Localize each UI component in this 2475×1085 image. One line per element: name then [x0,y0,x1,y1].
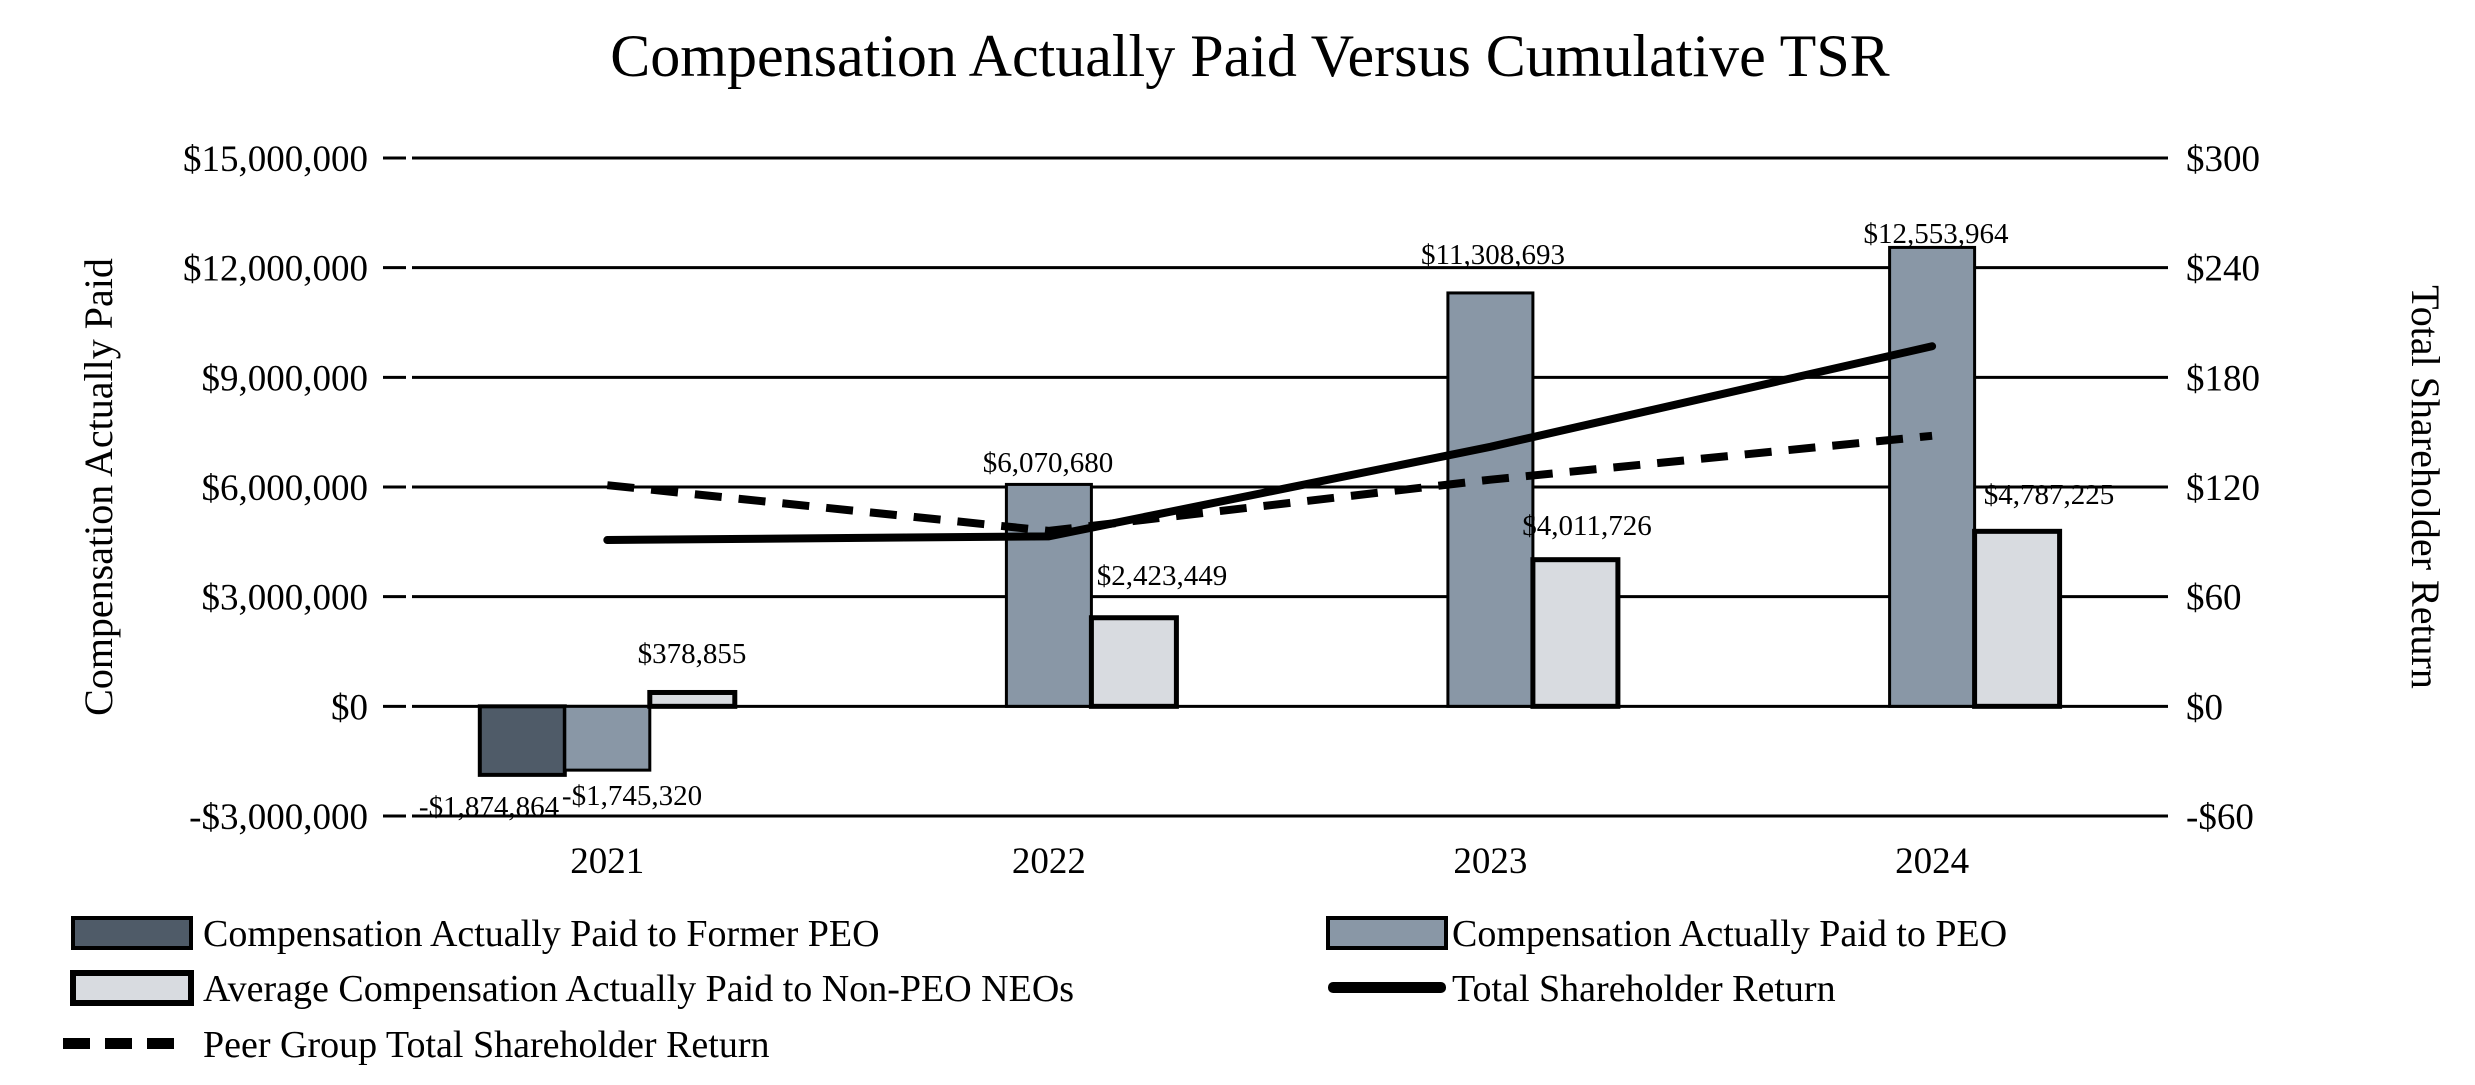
legend-swatch-bar-former-peo [71,916,193,950]
peer-group-tsr-line [606,431,1933,535]
x-axis-year-label: 2022 [1012,841,1086,882]
data-label: -$1,874,864 [419,791,560,823]
legend-label: Average Compensation Actually Paid to No… [203,968,1074,1010]
bar-1-2023 [1446,291,1535,708]
legend-swatch-bar-neo [70,970,194,1006]
y-tick-label-right: $300 [2186,139,2260,180]
y-tick-label-left: $15,000,000 [183,139,368,180]
y-tick-label-right: $240 [2186,249,2260,290]
legend-swatch-bar-peo [1326,916,1448,950]
bar-0-2021 [477,704,567,777]
data-label: $378,855 [638,638,747,670]
y-tick-label-left: $9,000,000 [202,358,369,399]
legend-dashed-line-swatch [63,1038,90,1049]
data-label: $11,308,693 [1421,239,1565,271]
chart-title: Compensation Actually Paid Versus Cumula… [610,23,1889,89]
y-tick-label-right: $0 [2186,687,2223,728]
x-axis-year-label: 2024 [1895,841,1969,882]
bar-2-2023 [1530,557,1621,709]
bar-1-2021 [563,704,652,772]
y-tick-label-right: $60 [2186,578,2242,619]
data-label: $6,070,680 [983,447,1114,479]
legend-label: Compensation Actually Paid to PEO [1452,913,2007,955]
legend-solid-line-swatch [1328,982,1446,993]
y-tick-label-right: -$60 [2186,797,2254,838]
y-tick-label-left: -$3,000,000 [189,797,368,838]
bar-2-2022 [1088,615,1179,709]
bar-2-2024 [1972,528,2063,709]
right-axis-title: Total Shareholder Return [2403,285,2448,689]
legend-dashed-line-swatch [105,1038,132,1049]
bar-2-2021 [647,689,738,709]
legend-label: Peer Group Total Shareholder Return [203,1024,770,1066]
bar-1-2022 [1004,482,1093,708]
data-label: -$1,745,320 [562,780,702,812]
left-axis-title: Compensation Actually Paid [76,258,121,716]
y-tick-label-left: $3,000,000 [202,578,369,619]
y-tick-label-left: $6,000,000 [202,468,369,509]
x-axis-year-label: 2023 [1453,841,1527,882]
x-axis-year-label: 2021 [570,841,644,882]
legend-label: Total Shareholder Return [1452,968,1836,1010]
legend-label: Compensation Actually Paid to Former PEO [203,913,880,955]
data-label: $2,423,449 [1097,560,1228,592]
y-tick-label-right: $120 [2186,468,2260,509]
data-label: $4,787,225 [1984,479,2115,511]
y-tick-label-left: $0 [331,687,368,728]
y-tick-label-left: $12,000,000 [183,249,368,290]
y-tick-label-right: $180 [2186,358,2260,399]
tsr-line [603,342,1937,545]
data-label: $4,011,726 [1522,510,1651,542]
bar-1-2024 [1888,245,1977,708]
legend-dashed-line-swatch [147,1038,174,1049]
data-label: $12,553,964 [1864,218,2010,250]
